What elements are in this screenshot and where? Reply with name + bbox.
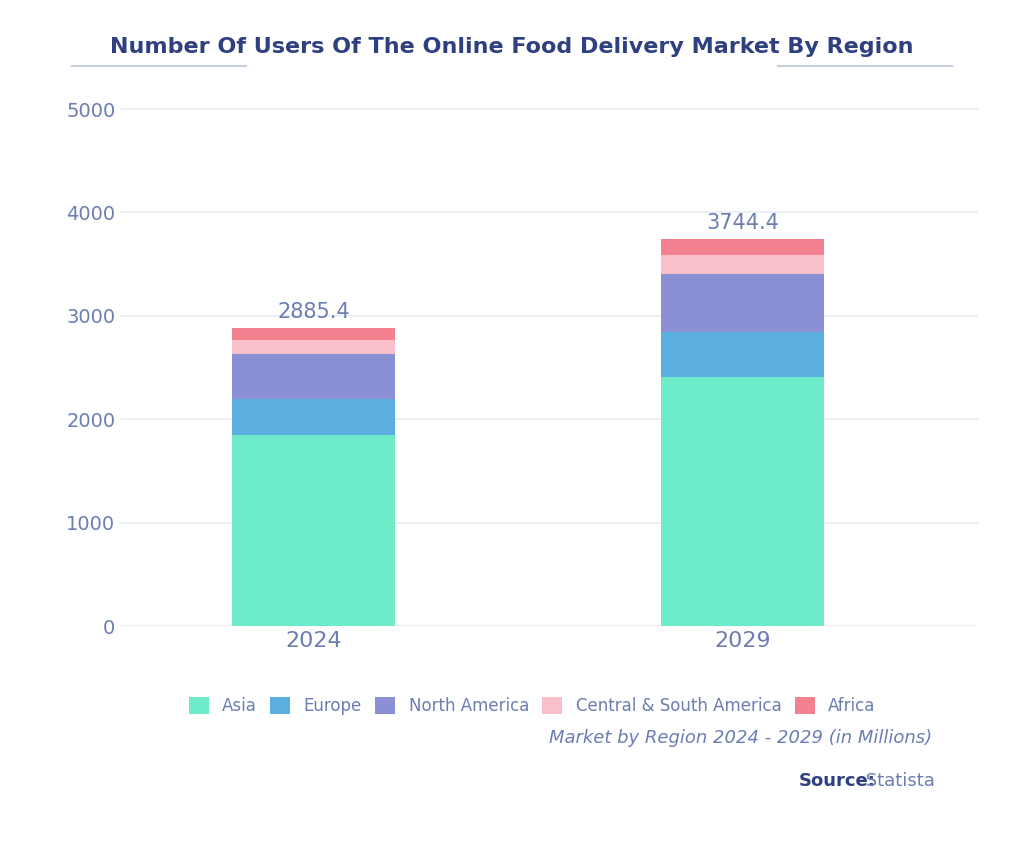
Bar	[231, 435, 395, 627]
Bar	[660, 377, 824, 627]
Text: Statista: Statista	[860, 772, 935, 791]
Text: 3744.4: 3744.4	[706, 212, 779, 233]
Bar	[231, 340, 395, 354]
Bar	[660, 274, 824, 332]
Bar	[231, 400, 395, 435]
Bar	[660, 332, 824, 377]
Bar	[231, 328, 395, 340]
Legend: Asia, Europe, North America, Central & South America, Africa: Asia, Europe, North America, Central & S…	[180, 689, 884, 723]
Bar	[660, 255, 824, 274]
Text: Number Of Users Of The Online Food Delivery Market By Region: Number Of Users Of The Online Food Deliv…	[111, 37, 913, 57]
Text: Market by Region 2024 - 2029 (in Millions): Market by Region 2024 - 2029 (in Million…	[549, 729, 932, 747]
Text: Source:: Source:	[799, 772, 876, 791]
Bar	[231, 354, 395, 400]
Bar	[660, 239, 824, 255]
Text: 2885.4: 2885.4	[278, 301, 349, 322]
